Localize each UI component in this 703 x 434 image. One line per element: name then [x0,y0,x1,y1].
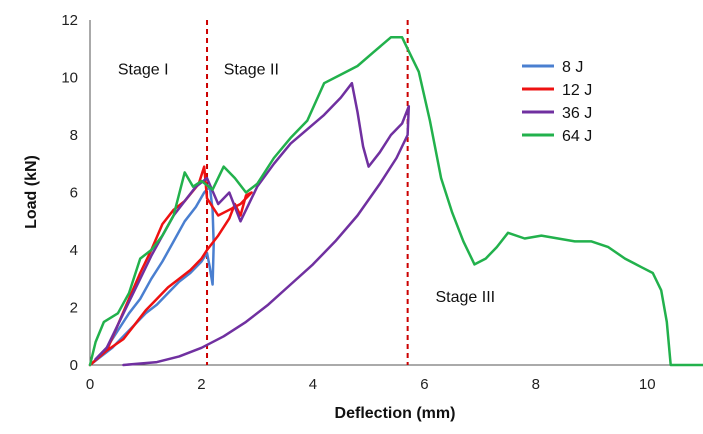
series-line-8-j [88,185,215,367]
y-axis-title: Load (kN) [23,155,40,229]
y-tick-label: 0 [70,357,78,374]
series-lines [88,36,703,367]
x-tick-label: 8 [532,376,540,393]
x-tick-label: 10 [639,376,656,393]
stage-label: Stage I [118,62,169,79]
legend-label: 12 J [562,82,592,99]
plot-area [89,20,703,366]
y-tick-label: 8 [70,127,78,144]
x-tick-label: 2 [197,376,205,393]
stage-labels: Stage I Stage II Stage III [118,62,495,306]
legend-label: 64 J [562,128,592,145]
stage-label: Stage II [224,62,279,79]
y-tick-label: 4 [70,242,78,259]
y-tick-label: 10 [61,70,78,87]
stage-label: Stage III [436,289,496,306]
x-tick-label: 0 [86,376,94,393]
x-axis-title: Deflection (mm) [335,405,456,422]
legend: 8 J 12 J 36 J 64 J [522,59,592,145]
y-tick-labels: 0 2 4 6 8 10 12 [61,12,78,374]
legend-label: 8 J [562,59,583,76]
y-tick-label: 6 [70,185,78,202]
y-tick-label: 12 [61,12,78,29]
x-tick-label: 4 [309,376,317,393]
series-line-36-j [94,81,411,367]
legend-label: 36 J [562,105,592,122]
y-tick-label: 2 [70,300,78,317]
series-line-64-j [88,36,703,367]
x-tick-labels: 0 2 4 6 8 10 [86,376,656,393]
x-tick-label: 6 [420,376,428,393]
